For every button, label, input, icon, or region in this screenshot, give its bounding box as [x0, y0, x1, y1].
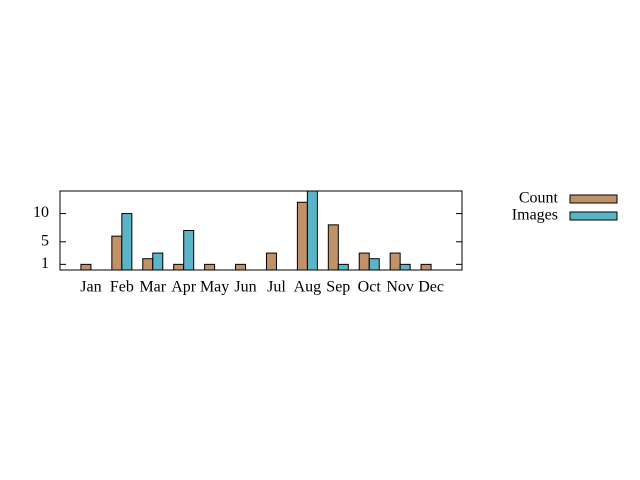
- bar: [265, 252, 277, 271]
- bar: [327, 224, 339, 271]
- x-tick-label: Mar: [139, 279, 166, 296]
- x-tick-label: Jan: [80, 279, 101, 296]
- legend-swatch: [569, 211, 618, 221]
- bar: [358, 252, 370, 271]
- bar: [420, 263, 432, 271]
- x-tick-label: Jun: [234, 279, 256, 296]
- bar: [368, 258, 380, 271]
- bar: [235, 263, 247, 271]
- y-tick-label: 1: [41, 255, 49, 272]
- x-tick-label: Dec: [418, 279, 444, 296]
- x-tick-label: May: [200, 279, 229, 296]
- y-tick-label: 10: [33, 204, 49, 221]
- x-tick-label: Sep: [326, 279, 350, 296]
- x-tick-label: Aug: [294, 279, 322, 296]
- bar: [173, 263, 185, 271]
- bar: [337, 263, 349, 271]
- y-tick-label: 5: [41, 232, 49, 249]
- bar: [389, 252, 401, 271]
- bar: [111, 235, 123, 271]
- bar: [183, 230, 195, 271]
- plot-frame: [59, 190, 463, 271]
- bar: [142, 258, 154, 271]
- bar: [204, 263, 216, 271]
- x-tick-label: Oct: [358, 279, 382, 296]
- x-tick-label: Nov: [386, 279, 414, 296]
- bar: [399, 263, 411, 271]
- legend-label: Images: [512, 207, 558, 224]
- legend-swatch: [569, 194, 618, 204]
- bar: [306, 190, 318, 271]
- bar: [152, 252, 164, 271]
- bar: [80, 263, 92, 271]
- x-tick-label: Apr: [171, 279, 197, 296]
- bar: [296, 201, 308, 271]
- legend-label: Count: [519, 190, 559, 207]
- x-tick-label: Jul: [267, 279, 286, 296]
- x-tick-label: Feb: [110, 279, 134, 296]
- bar: [121, 213, 133, 271]
